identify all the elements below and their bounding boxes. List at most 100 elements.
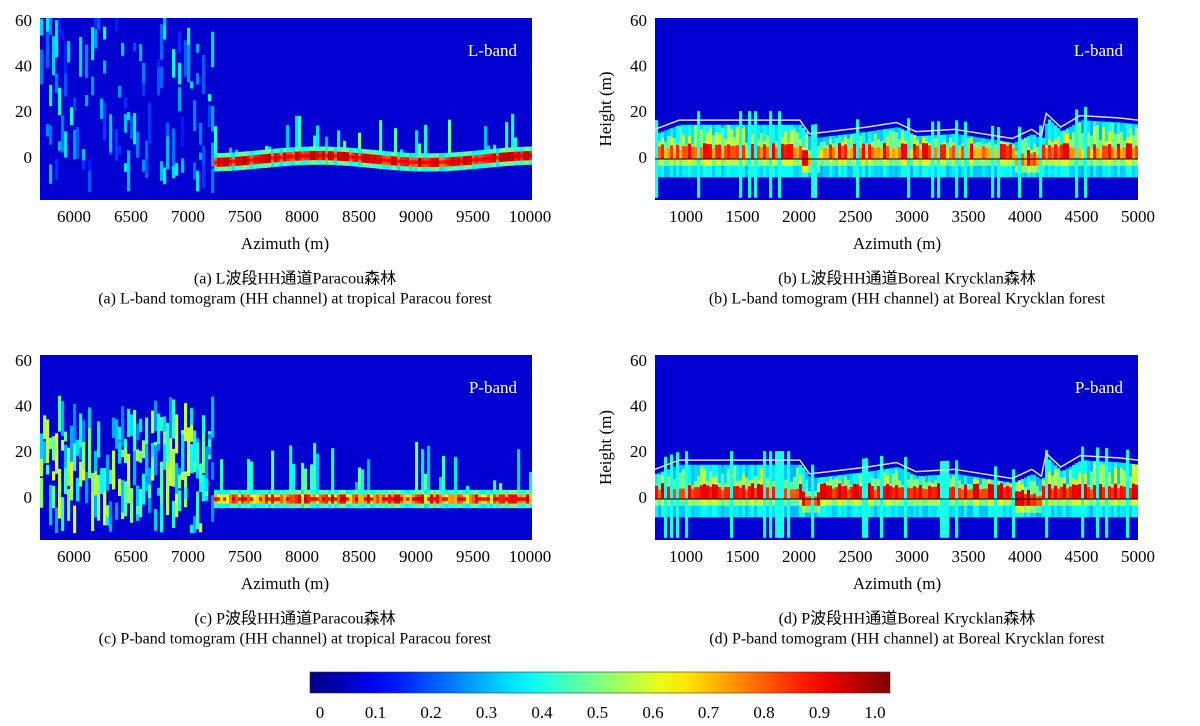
x-tick-label: 10000 bbox=[509, 207, 552, 226]
tomogram-cell bbox=[127, 453, 131, 490]
tomogram-cell bbox=[196, 491, 200, 530]
tomogram-cell bbox=[1090, 149, 1094, 159]
tomogram-cell bbox=[439, 494, 443, 504]
y-tick-label: 60 bbox=[15, 351, 32, 370]
tomogram-cell bbox=[1081, 446, 1085, 538]
tomogram-cell bbox=[436, 494, 440, 504]
tomogram-cell bbox=[883, 486, 887, 499]
tomogram-cell bbox=[1102, 464, 1106, 506]
tomogram-cell bbox=[121, 406, 125, 447]
tomogram-cell bbox=[901, 487, 905, 499]
tomogram-cell bbox=[49, 484, 53, 526]
tomogram-cell bbox=[805, 496, 809, 506]
tomogram-cell bbox=[919, 148, 923, 159]
tomogram-cell bbox=[868, 144, 872, 159]
tomogram-cell bbox=[64, 431, 68, 442]
tomogram-cell bbox=[331, 497, 335, 501]
tomogram-cell bbox=[757, 146, 761, 159]
tomogram-cell bbox=[196, 73, 200, 85]
x-tick-label: 2500 bbox=[839, 547, 873, 566]
tomogram-cell bbox=[787, 451, 791, 538]
tomogram-cell bbox=[82, 160, 86, 170]
tomogram-cell bbox=[88, 159, 92, 181]
tomogram-cell bbox=[409, 160, 413, 164]
tomogram-cell bbox=[709, 486, 713, 499]
y-tick-label: 40 bbox=[15, 397, 32, 416]
tomogram-cell bbox=[160, 66, 164, 89]
tomogram-cell bbox=[421, 449, 425, 509]
tomogram-cell bbox=[382, 158, 386, 162]
tomogram-cell bbox=[676, 452, 680, 538]
tomogram-cell bbox=[358, 494, 362, 504]
tomogram-cell bbox=[193, 162, 197, 180]
tomogram-cell bbox=[223, 497, 227, 501]
tomogram-cell bbox=[682, 488, 686, 499]
tomogram-cell bbox=[220, 459, 224, 509]
tomogram-cell bbox=[55, 433, 59, 470]
tomogram-cell bbox=[1081, 132, 1085, 166]
tomogram-cell bbox=[130, 116, 134, 139]
tomogram-cell bbox=[61, 115, 65, 153]
tomogram-cell bbox=[412, 160, 416, 164]
tomogram-cell bbox=[967, 489, 971, 499]
tomogram-cell bbox=[283, 155, 287, 159]
tomogram-cell bbox=[697, 111, 701, 198]
tomogram-cell bbox=[1111, 122, 1115, 166]
tomogram-cell bbox=[907, 118, 911, 198]
tomogram-cell bbox=[898, 487, 902, 499]
tomogram-cell bbox=[244, 497, 248, 501]
tomogram-cell bbox=[1036, 496, 1040, 506]
tomogram-cell bbox=[394, 159, 398, 163]
tomogram-cell bbox=[748, 111, 752, 198]
tomogram-cell bbox=[46, 419, 50, 455]
tomogram-cell bbox=[349, 155, 353, 159]
tomogram-cell bbox=[724, 487, 728, 499]
tomogram-cell bbox=[1105, 145, 1109, 159]
tomogram-cell bbox=[1111, 487, 1115, 499]
tomogram-cell bbox=[364, 156, 368, 161]
tomogram-cell bbox=[982, 488, 986, 499]
tomogram-cell bbox=[715, 484, 719, 499]
y-tick-label: 20 bbox=[630, 102, 647, 121]
canopy-line bbox=[655, 111, 1138, 140]
tomogram-cell bbox=[271, 494, 275, 504]
tomogram-cell bbox=[283, 494, 287, 504]
tomogram-cell bbox=[241, 497, 245, 501]
tomogram-cell bbox=[727, 487, 731, 499]
tomogram-cell bbox=[154, 400, 158, 432]
tomogram-cell bbox=[814, 496, 818, 506]
tomogram-cell bbox=[1000, 143, 1004, 159]
tomogram-cell bbox=[46, 31, 50, 69]
y-tick-label: 20 bbox=[15, 102, 32, 121]
tomogram-cell bbox=[85, 44, 89, 78]
tomogram-cell bbox=[769, 451, 773, 538]
tomogram-cell bbox=[160, 161, 164, 181]
tomogram-cell bbox=[1042, 144, 1046, 159]
tomogram-cell bbox=[394, 128, 398, 171]
tomogram-cell bbox=[727, 144, 731, 159]
tomogram-cell bbox=[889, 149, 893, 159]
tomogram-cell bbox=[793, 128, 797, 166]
tomogram-cell bbox=[928, 145, 932, 159]
tomogram-cell bbox=[733, 145, 737, 159]
tomogram-cell bbox=[397, 497, 401, 501]
tomogram-cell bbox=[448, 494, 452, 504]
tomogram-cell bbox=[505, 497, 509, 501]
tomogram-cell bbox=[439, 160, 443, 165]
tomogram-cell bbox=[52, 485, 56, 509]
tomogram-cell bbox=[811, 124, 815, 198]
tomogram-cell bbox=[742, 145, 746, 159]
tomogram-cell bbox=[703, 143, 707, 159]
y-tick-label: 20 bbox=[630, 442, 647, 461]
tomogram-cell bbox=[1006, 145, 1010, 159]
tomogram-cell bbox=[913, 143, 917, 159]
tomogram-cell bbox=[931, 487, 935, 499]
tomogram-cell bbox=[775, 147, 779, 159]
tomogram-cell bbox=[877, 486, 881, 499]
tomogram-cell bbox=[502, 155, 506, 159]
tomogram-cell bbox=[490, 494, 494, 504]
tomogram-cell bbox=[121, 449, 125, 458]
x-tick-label: 5000 bbox=[1121, 547, 1155, 566]
tomogram-cell bbox=[121, 43, 125, 56]
tomogram-cell bbox=[361, 156, 365, 160]
